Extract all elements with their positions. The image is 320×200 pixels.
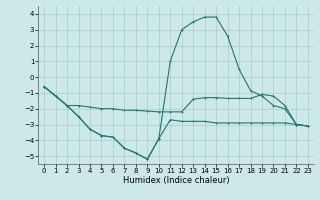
X-axis label: Humidex (Indice chaleur): Humidex (Indice chaleur) — [123, 176, 229, 185]
